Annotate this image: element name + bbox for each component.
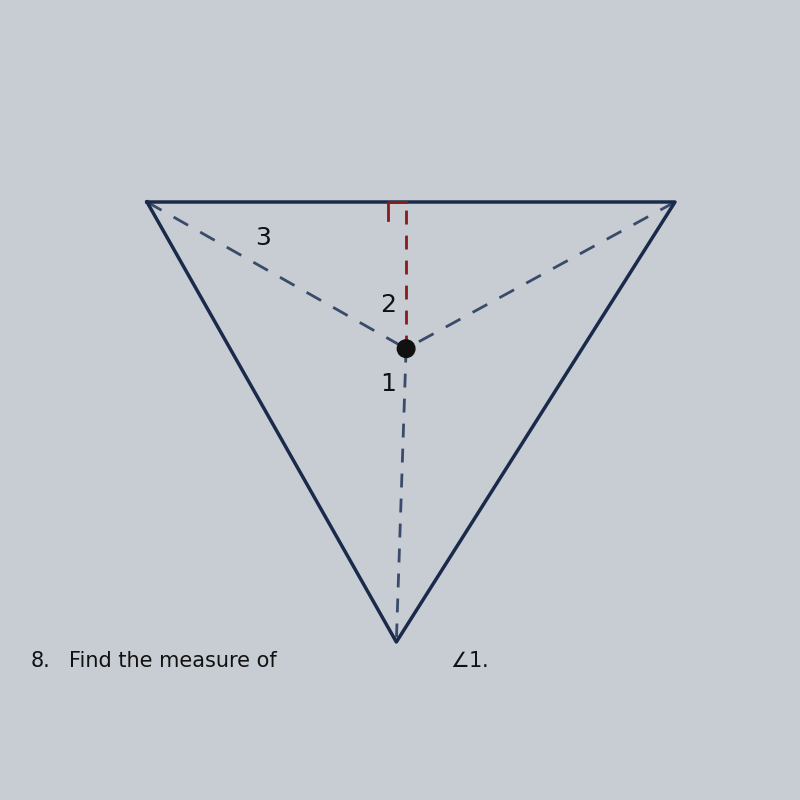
Text: 8.: 8. (30, 651, 50, 670)
Text: $\angle$1.: $\angle$1. (450, 651, 489, 670)
Text: 1: 1 (380, 372, 396, 396)
Circle shape (398, 340, 415, 358)
Text: 3: 3 (255, 226, 271, 250)
Text: Find the measure of: Find the measure of (69, 651, 283, 670)
Text: 2: 2 (380, 293, 396, 317)
